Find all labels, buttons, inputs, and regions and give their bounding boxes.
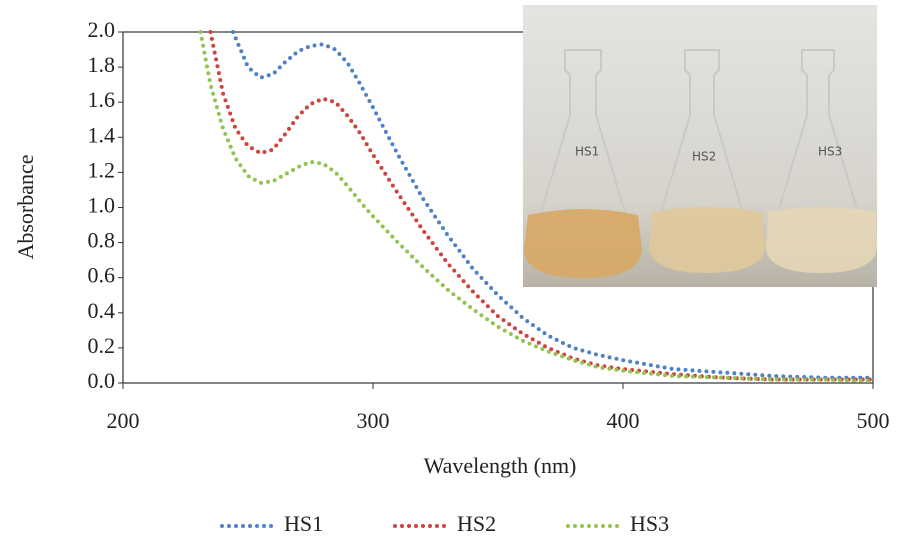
y-tick-label: 0.8 (88, 228, 116, 253)
x-axis-title: Wavelength (nm) (424, 453, 577, 478)
x-tick-label: 400 (607, 408, 640, 433)
inset-label: HS1 (575, 145, 599, 159)
y-tick-label: 0.6 (88, 263, 116, 288)
x-tick-label: 200 (107, 408, 140, 433)
y-tick-label: 1.0 (88, 193, 116, 218)
plot-area: 0.0 0.2 0.4 0.6 0.8 1.0 1.2 1.4 1.6 1.8 2.0 200 300 4… (88, 17, 890, 433)
legend-label: HS1 (284, 511, 323, 536)
y-tick-label: 1.2 (88, 157, 116, 182)
series-line (231, 30, 875, 380)
series-line (208, 30, 875, 382)
y-tick-label: 0.2 (88, 333, 116, 358)
y-tick-label: 1.4 (88, 122, 116, 147)
inset-label: HS3 (818, 145, 842, 159)
y-axis-title: Absorbance (13, 154, 38, 259)
legend-label: HS2 (457, 511, 496, 536)
inset-photo: HS1 HS2 HS3 (523, 5, 877, 287)
inset-label: HS2 (692, 150, 716, 164)
y-tick-label: 0.0 (88, 368, 116, 393)
legend-label: HS3 (630, 511, 669, 536)
y-tick-label: 2.0 (88, 17, 116, 42)
y-tick-label: 0.4 (88, 298, 116, 323)
x-tick-label: 300 (357, 408, 390, 433)
legend: HS1 HS2 HS3 (220, 511, 669, 536)
y-tick-label: 1.6 (88, 87, 116, 112)
series-line (198, 30, 875, 384)
x-tick-label: 500 (857, 408, 890, 433)
y-tick-label: 1.8 (88, 52, 116, 77)
